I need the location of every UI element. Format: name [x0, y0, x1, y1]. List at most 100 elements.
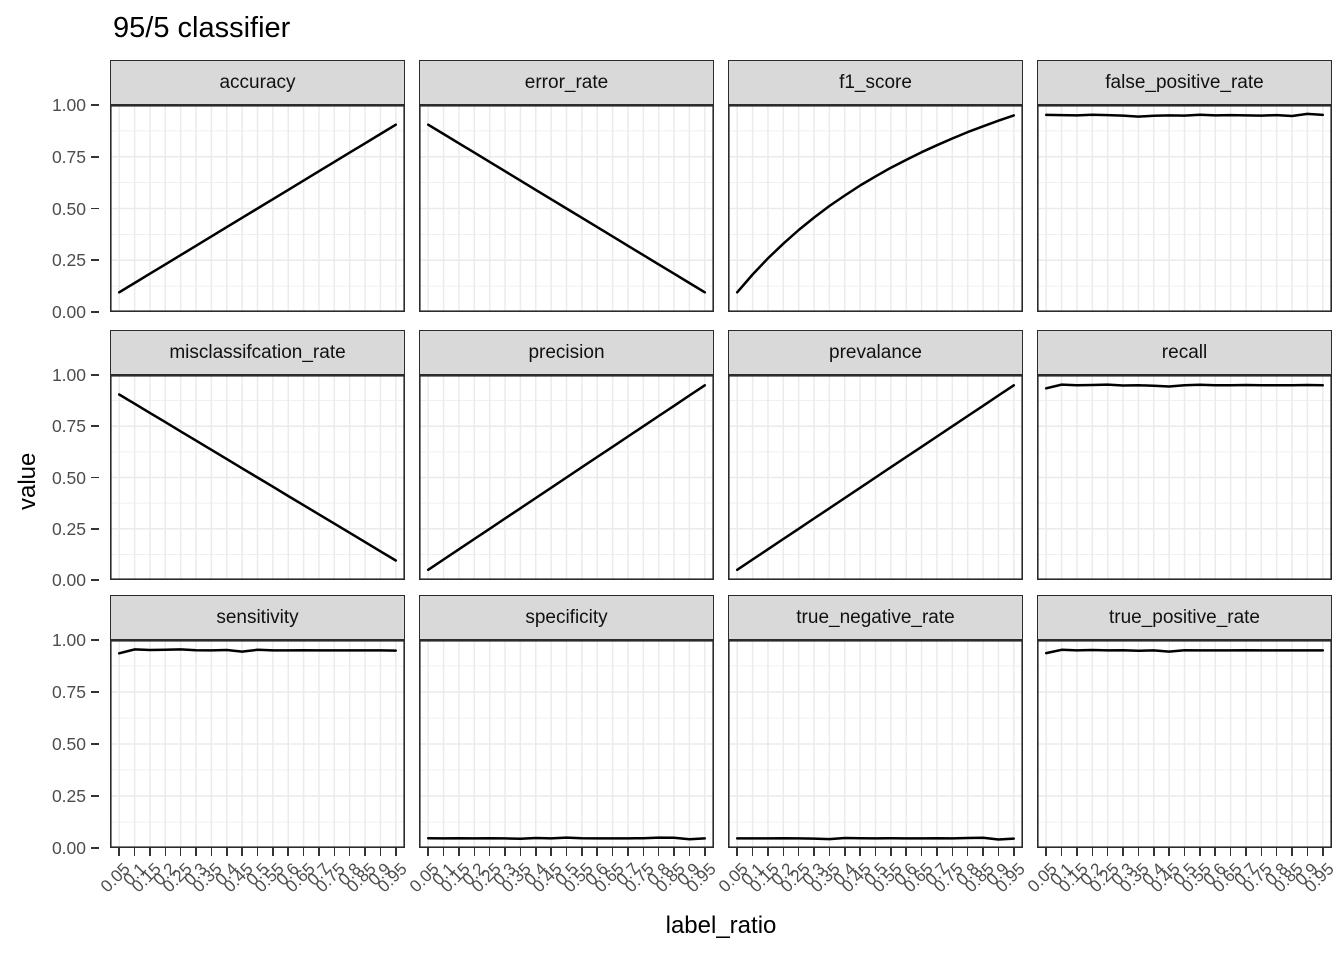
y-tick-label: 0.00: [51, 570, 86, 590]
x-tick-mark: [1168, 848, 1170, 856]
x-tick-mark: [920, 848, 923, 856]
facet-panel: [419, 105, 714, 312]
data-line-precision: [426, 384, 707, 572]
x-tick-mark: [550, 848, 552, 856]
x-tick-mark: [1012, 848, 1015, 856]
x-tick-mark: [797, 848, 800, 856]
data-line-sensitivity: [117, 648, 398, 655]
x-tick-mark: [394, 848, 397, 856]
data-line-recall: [1044, 383, 1325, 390]
facet-sensitivity: sensitivity: [110, 595, 405, 848]
x-tick-mark: [1045, 848, 1047, 856]
x-tick-mark: [287, 848, 290, 856]
x-axis-title: label_ratio: [665, 912, 777, 939]
y-tick-label: 0.75: [51, 416, 86, 437]
x-tick-mark: [333, 848, 336, 856]
x-tick-mark: [241, 848, 243, 856]
x-tick-mark: [488, 848, 491, 856]
y-tick-label: 1.00: [51, 630, 86, 650]
y-tick-label: 0.00: [51, 302, 86, 322]
x-tick-mark: [673, 848, 675, 856]
x-tick-mark: [813, 848, 815, 856]
x-tick-mark: [195, 848, 197, 856]
x-tick-mark: [767, 848, 769, 856]
facet-prevalance: prevalance: [728, 330, 1023, 580]
x-tick-mark: [256, 848, 259, 856]
x-tick-mark: [642, 848, 645, 856]
x-tick-mark: [751, 848, 754, 856]
facet-strip-label: prevalance: [728, 330, 1023, 375]
facet-strip-label: specificity: [419, 595, 714, 640]
x-tick-mark: [843, 848, 846, 856]
facet-error_rate: error_rate: [419, 60, 714, 312]
x-tick-mark: [504, 848, 506, 856]
facet-strip-label: sensitivity: [110, 595, 405, 640]
y-tick-label: 0.50: [51, 734, 86, 754]
x-tick-mark: [890, 848, 892, 856]
x-tick-mark: [302, 848, 305, 856]
x-tick-mark: [379, 848, 382, 856]
data-line-true_negative_rate: [735, 836, 1016, 841]
y-tick-mark: [91, 579, 99, 581]
data-line-true_positive_rate: [1044, 648, 1325, 655]
y-tick-label: 0.50: [51, 467, 86, 488]
y-tick-mark: [91, 476, 99, 479]
x-tick-mark: [936, 848, 938, 856]
y-tick-mark: [91, 311, 99, 313]
x-tick-mark: [427, 848, 429, 856]
x-tick-mark: [874, 848, 877, 856]
x-tick-mark: [1137, 848, 1140, 856]
x-tick-mark: [966, 848, 969, 856]
x-tick-mark: [164, 848, 167, 856]
y-tick-label: 0.00: [51, 838, 86, 858]
x-tick-mark: [1306, 848, 1309, 856]
facet-panel: [110, 375, 405, 580]
x-tick-mark: [1275, 848, 1278, 856]
x-tick-mark: [149, 848, 151, 856]
facet-strip-label: recall: [1037, 330, 1332, 375]
y-tick-label: 0.75: [51, 682, 86, 702]
x-tick-mark: [1122, 848, 1124, 856]
x-tick-mark: [1245, 848, 1247, 856]
x-tick-mark: [519, 848, 522, 856]
facet-precision: precision: [419, 330, 714, 580]
y-tick-label: 1.00: [51, 95, 86, 115]
x-tick-mark: [473, 848, 476, 856]
x-tick-mark: [1214, 848, 1217, 856]
facet-true_negative_rate: true_negative_rate: [728, 595, 1023, 848]
facet-panel: [728, 640, 1023, 848]
y-tick-label: 0.50: [51, 198, 86, 219]
y-tick-label: 0.25: [51, 786, 86, 806]
x-tick-mark: [982, 848, 984, 856]
facet-strip-label: true_negative_rate: [728, 595, 1023, 640]
x-tick-mark: [534, 848, 537, 856]
x-tick-mark: [210, 848, 213, 856]
plot-title: 95/5 classifier: [113, 12, 291, 44]
x-tick-mark: [118, 848, 120, 856]
data-line-misclassifcation_rate: [117, 393, 398, 562]
x-tick-mark: [179, 848, 182, 856]
x-tick-mark: [828, 848, 831, 856]
x-tick-mark: [657, 848, 660, 856]
y-tick-mark: [91, 527, 99, 530]
data-line-accuracy: [117, 123, 398, 294]
data-line-f1_score: [735, 114, 1016, 294]
x-tick-mark: [611, 848, 614, 856]
facet-strip-label: precision: [419, 330, 714, 375]
facet-recall: recall: [1037, 330, 1332, 580]
facet-strip-label: misclassifcation_rate: [110, 330, 405, 375]
facet-false_positive_rate: false_positive_rate: [1037, 60, 1332, 312]
facet-misclassifcation_rate: misclassifcation_rate: [110, 330, 405, 580]
data-line-specificity: [426, 836, 707, 841]
x-tick-mark: [997, 848, 1000, 856]
x-tick-mark: [1321, 848, 1324, 856]
x-tick-mark: [458, 848, 460, 856]
y-tick-mark: [91, 847, 99, 849]
y-tick-mark: [91, 743, 99, 745]
y-tick-mark: [91, 104, 99, 106]
facet-panel: [1037, 375, 1332, 580]
x-tick-mark: [736, 848, 738, 856]
facet-panel: [1037, 640, 1332, 848]
data-line-prevalance: [735, 384, 1016, 572]
